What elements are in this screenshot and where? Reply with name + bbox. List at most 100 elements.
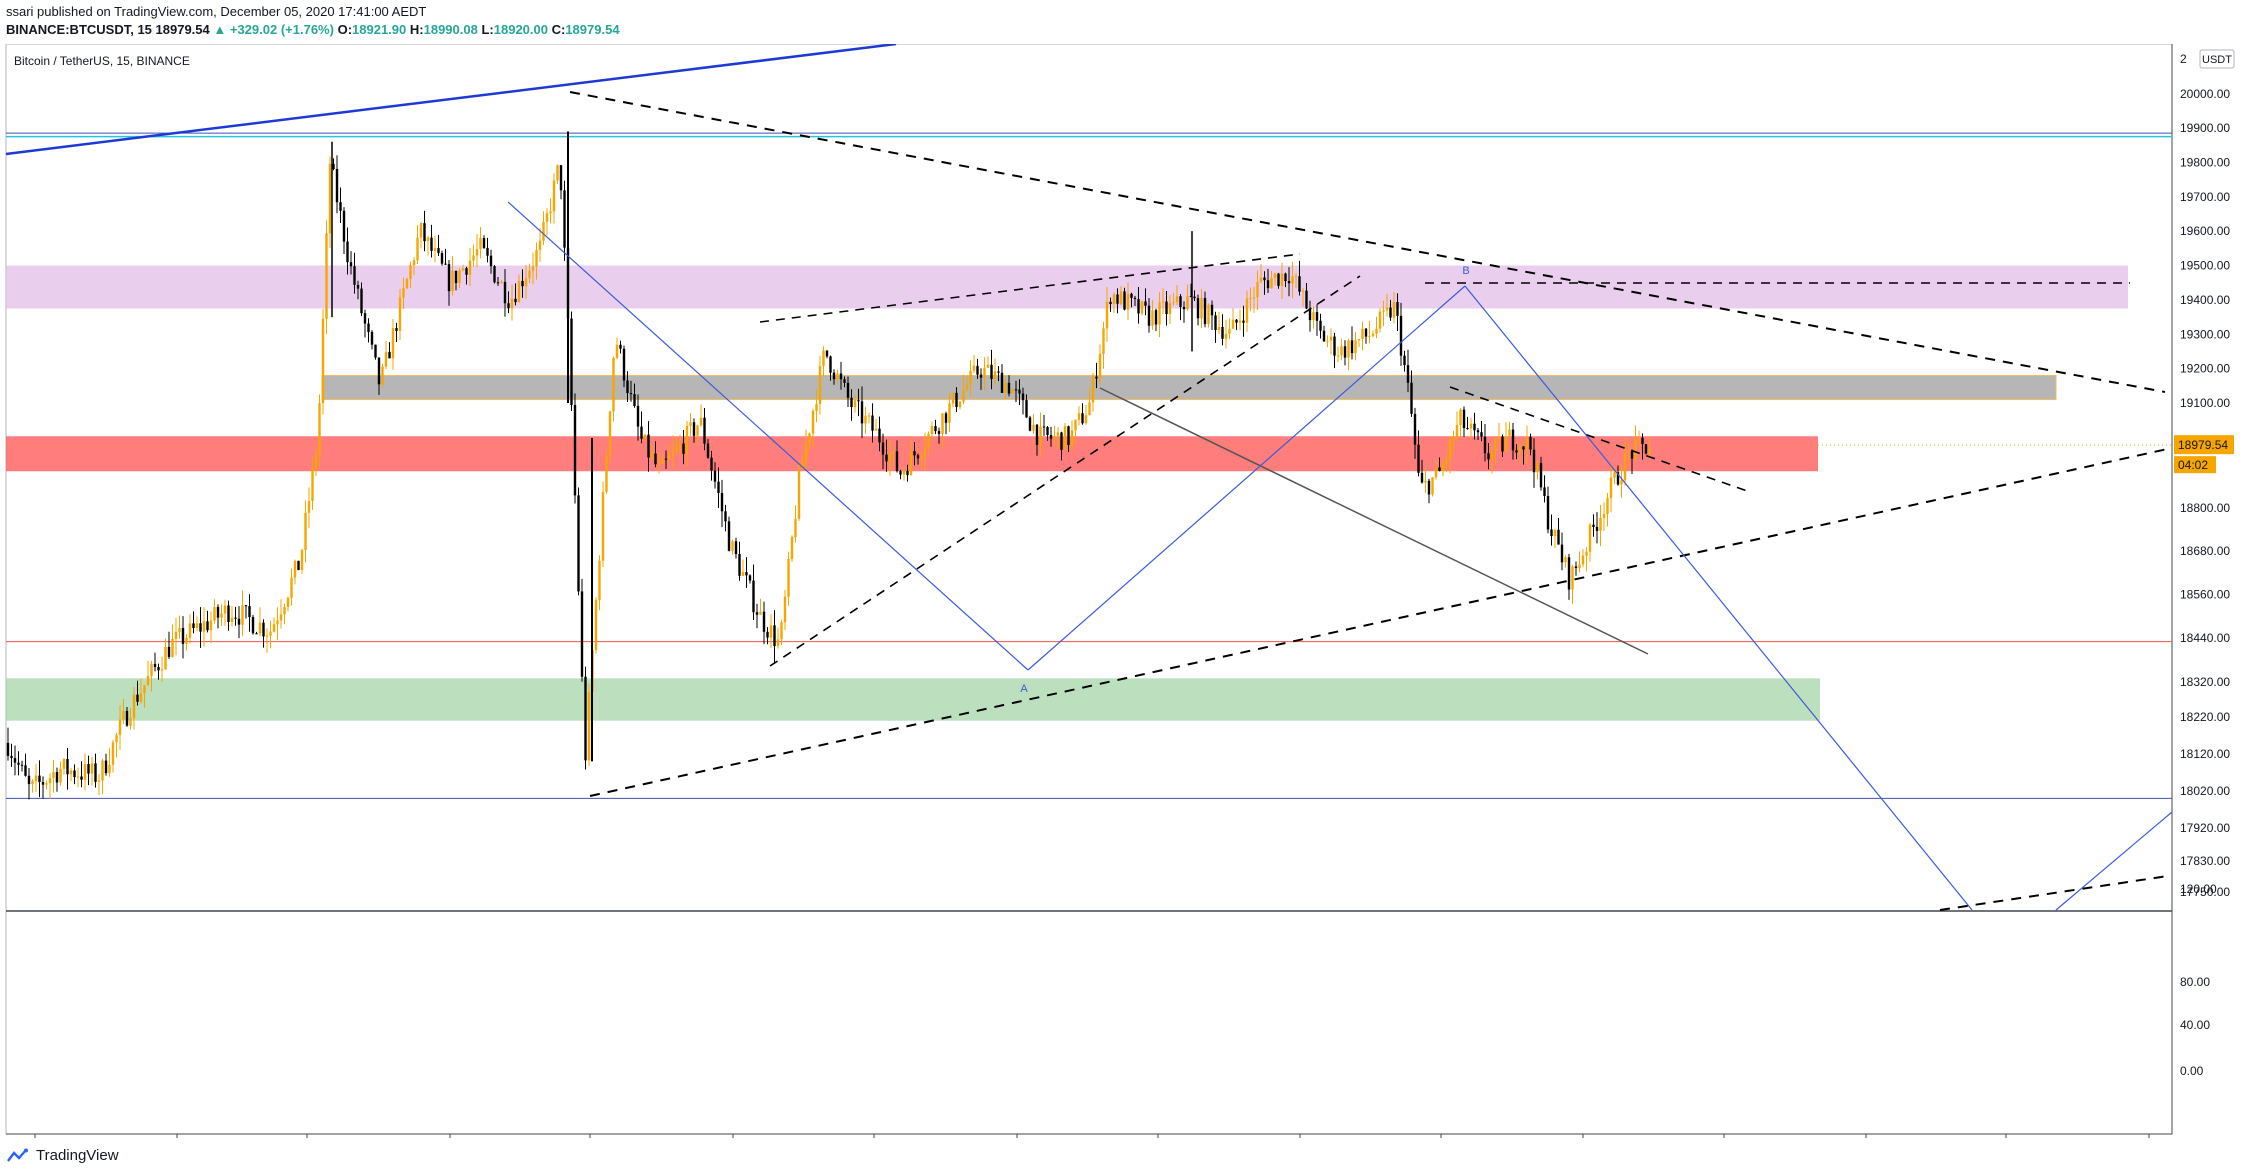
candle-body <box>738 554 741 576</box>
candle-body <box>608 411 612 456</box>
candle-body <box>1112 294 1116 305</box>
candle-body <box>1007 382 1011 394</box>
x-tick-label: 12:00 <box>1002 1141 1032 1143</box>
candle-body <box>1644 444 1648 454</box>
grid <box>5 44 2173 1135</box>
y-tick-label: 18440.00 <box>2180 631 2230 645</box>
candle-body <box>871 415 874 431</box>
candle-body <box>885 454 888 462</box>
candle-body <box>1256 282 1259 298</box>
candle-body <box>1371 333 1375 336</box>
countdown-label: 04:02 <box>2178 458 2208 472</box>
candle-body <box>864 415 867 424</box>
candle-body <box>542 221 545 241</box>
candle-body <box>689 422 692 426</box>
candle-body <box>230 617 234 622</box>
candle-body <box>353 266 356 285</box>
candle-body <box>1462 409 1466 428</box>
last-price-text: 18979.54 <box>155 22 210 37</box>
candle-body <box>1329 336 1333 341</box>
close-label: C: <box>551 22 566 37</box>
candle-body <box>451 270 454 292</box>
candle-body <box>773 625 776 647</box>
candle-body <box>808 433 811 443</box>
candle-body <box>1028 417 1032 431</box>
candle-body <box>1046 427 1049 436</box>
candle-body <box>521 280 524 287</box>
candle-body <box>1221 326 1224 339</box>
candle-body <box>174 631 178 639</box>
currency-badge <box>2199 49 2235 69</box>
candle-body <box>80 776 83 780</box>
candle-body <box>1119 291 1123 304</box>
candle-body <box>391 328 395 359</box>
support-zone-green <box>6 678 1820 721</box>
candle-body <box>1032 424 1035 431</box>
y-tick-label: 18560.00 <box>2180 588 2230 602</box>
candle-body <box>111 742 115 765</box>
candle-body <box>440 253 444 264</box>
candle-body <box>1273 273 1277 279</box>
candle-body <box>825 350 829 357</box>
candle-body <box>447 264 451 292</box>
candle-body <box>748 575 752 581</box>
candle-body <box>633 394 636 406</box>
candle-body <box>1557 529 1560 545</box>
candle-body <box>486 247 489 256</box>
candle-body <box>1469 423 1473 429</box>
candle-body <box>1581 555 1585 565</box>
candle-body <box>458 270 461 284</box>
price-chart[interactable]: AB 20000.0019900.0019800.0019700.0019600… <box>0 44 2246 1143</box>
candles <box>6 131 1651 800</box>
candle-body <box>1186 296 1189 310</box>
candle-body <box>1126 293 1130 310</box>
candle-body <box>1298 276 1301 292</box>
candle-body <box>531 266 535 271</box>
candle-body <box>76 776 80 778</box>
candle-body <box>311 468 314 501</box>
candle-body <box>780 622 783 640</box>
candle-body <box>717 481 720 494</box>
candle-body <box>465 268 468 275</box>
candle-body <box>839 373 843 380</box>
tradingview-logo[interactable]: TradingView <box>6 1147 119 1164</box>
candle-body <box>713 470 717 482</box>
candle-body <box>1165 301 1168 315</box>
candle-body <box>132 694 136 719</box>
last-price-tag <box>2174 435 2234 455</box>
candle-body <box>346 241 349 263</box>
candle-body <box>1567 557 1571 590</box>
candle-body <box>671 450 675 456</box>
candle-body <box>1634 438 1637 459</box>
candle-body <box>668 455 671 460</box>
candle-body <box>1312 312 1315 321</box>
candle-body <box>762 611 766 632</box>
candle-body <box>1571 566 1574 590</box>
candle-body <box>727 521 731 551</box>
x-tick-label: 12:00 <box>1568 1141 1598 1143</box>
candle-body <box>759 611 762 615</box>
y-tick-label: 17830.00 <box>2180 854 2230 868</box>
candle-body <box>1361 328 1364 339</box>
candle-body <box>1546 496 1550 530</box>
candle-body <box>1326 340 1329 342</box>
candle-body <box>545 213 549 222</box>
y-tick-label: 19100.00 <box>2180 396 2230 410</box>
candle-body <box>510 298 514 309</box>
candle-body <box>433 248 437 251</box>
wave-label-b: B <box>1462 265 1469 277</box>
candle-body <box>829 356 832 373</box>
candle-body <box>1550 529 1553 537</box>
candle-body <box>73 770 76 778</box>
candle-body <box>1021 393 1025 401</box>
candle-body <box>398 297 402 331</box>
candle-body <box>920 455 923 459</box>
candle-body <box>528 270 531 279</box>
publisher-text: ssari published on TradingView.com, Dece… <box>6 4 427 19</box>
candle-body <box>524 278 528 287</box>
candle-body <box>706 443 710 458</box>
candle-body <box>881 442 885 455</box>
candle-body <box>416 237 419 261</box>
candle-body <box>1053 435 1056 439</box>
candle-body <box>944 413 948 423</box>
